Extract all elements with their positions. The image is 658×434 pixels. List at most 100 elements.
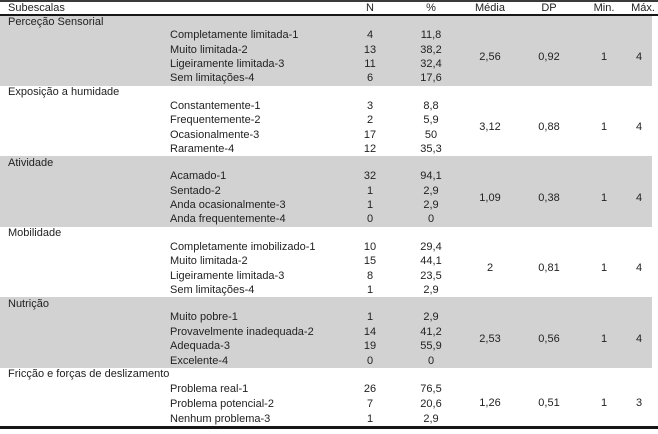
section-dp-value: 0,51	[538, 397, 560, 410]
header-min: Min.	[593, 2, 615, 14]
item-n-value: 1	[340, 197, 400, 213]
item-label: Excelente-4	[0, 353, 340, 368]
item-label: Completamente limitada-1	[0, 28, 340, 43]
section-title: Nutrição	[0, 297, 658, 311]
section-title-row: Nutrição	[0, 297, 658, 311]
section-min-value: 1	[600, 262, 608, 275]
item-n-value: 0	[340, 212, 400, 227]
item-n-value: 1	[366, 284, 374, 297]
section-title-row: Fricção e forças de deslizamento	[0, 368, 658, 381]
item-n-value: 4	[340, 28, 400, 43]
table-row: Constantemente-1 3 8,8 3,12 0,88 1 4	[0, 99, 658, 134]
section-media-value: 2,56	[462, 28, 518, 86]
table-row: Ocasionalmente-3 17 50	[0, 127, 658, 141]
item-pct-value: 29,4	[420, 240, 442, 253]
header-pct: %	[426, 2, 436, 14]
table-row: Anda ocasionalmente-3 1 2,9	[0, 197, 658, 213]
item-label: Ligeiramente limitada-3	[170, 269, 285, 282]
section-dp-value: 0,81	[538, 262, 560, 275]
item-label: Raramente-4	[170, 142, 235, 155]
item-pct-value: 55,9	[400, 339, 462, 354]
section-media-value: 2,53	[462, 310, 518, 368]
item-pct-value: 11,8	[400, 28, 462, 43]
item-n-value: 13	[340, 42, 400, 57]
item-n-value: 17	[363, 128, 377, 141]
item-n-value: 12	[363, 142, 377, 155]
header-media: Média	[475, 2, 505, 14]
item-pct-value: 0	[400, 212, 462, 227]
table-row: Ligeiramente limitada-3 11 32,4	[0, 56, 658, 72]
section-dp-value: 0,38	[518, 169, 580, 227]
item-n-value: 3	[366, 99, 374, 112]
item-label: Completamente imobilizado-1	[170, 240, 316, 253]
item-n-value: 1	[340, 183, 400, 198]
table-header: Subescalas N % Média DP Min. Máx.	[0, 1, 658, 15]
section-min-value: 1	[600, 397, 608, 410]
section-min-value: 1	[580, 310, 628, 368]
section-max-value: 3	[635, 397, 643, 410]
table-row: Provavelmente inadequada-2 14 41,2	[0, 324, 658, 340]
item-label: Anda ocasionalmente-3	[0, 197, 340, 213]
section-title-row: Perceção Sensorial	[0, 15, 658, 28]
item-label: Problema potencial-2	[170, 398, 274, 411]
table-row: Sentado-2 1 2,9	[0, 183, 658, 198]
item-pct-value: 2,9	[423, 413, 439, 426]
item-n-value: 7	[366, 398, 374, 411]
section-media-value: 3,12	[479, 121, 501, 134]
header-row: Subescalas N % Média DP Min. Máx.	[0, 1, 658, 15]
section-dp-value: 0,92	[518, 28, 580, 86]
item-label: Muito limitada-2	[0, 42, 340, 57]
item-label: Ligeiramente limitada-3	[0, 56, 340, 72]
section-max-value: 4	[628, 169, 658, 227]
section-media-value: 1,26	[479, 397, 501, 410]
section-title: Atividade	[0, 156, 658, 170]
table-row: Muito limitada-2 13 38,2	[0, 42, 658, 57]
item-n-value: 10	[363, 240, 377, 253]
item-n-value: 19	[340, 339, 400, 354]
item-label: Sentado-2	[0, 183, 340, 198]
table-row: Adequada-3 19 55,9	[0, 339, 658, 354]
table-row: Sem limitações-4 1 2,9	[0, 283, 658, 297]
table-row: Raramente-4 12 35,3	[0, 142, 658, 156]
section-title: Perceção Sensorial	[0, 15, 658, 28]
section-media-value: 2	[486, 262, 494, 275]
item-label: Adequada-3	[0, 339, 340, 354]
item-label: Acamado-1	[0, 169, 340, 184]
header-subescalas: Subescalas	[8, 2, 65, 14]
item-n-value: 15	[363, 255, 377, 268]
table-row: Excelente-4 0 0	[0, 353, 658, 368]
item-label: Muito pobre-1	[0, 310, 340, 325]
table-row: Nenhum problema-3 1 2,9	[0, 412, 658, 428]
item-n-value: 1	[340, 310, 400, 325]
header-dp: DP	[541, 2, 557, 14]
section-max-value: 4	[628, 28, 658, 86]
section-title: Fricção e forças de deslizamento	[8, 368, 170, 381]
section-dp-value: 0,88	[538, 121, 560, 134]
section-media-value: 1,09	[462, 169, 518, 227]
table-row: Sem limitações-4 6 17,6	[0, 71, 658, 86]
item-pct-value: 17,6	[400, 71, 462, 86]
item-n-value: 6	[340, 71, 400, 86]
item-label: Ocasionalmente-3	[170, 128, 260, 141]
header-max: Máx.	[631, 2, 655, 14]
item-pct-value: 44,1	[420, 255, 442, 268]
item-n-value: 32	[340, 169, 400, 184]
section-max-value: 4	[635, 121, 643, 134]
item-pct-value: 5,9	[423, 114, 439, 127]
section-max-value: 4	[628, 310, 658, 368]
item-n-value: 2	[366, 114, 374, 127]
item-pct-value: 2,9	[423, 284, 439, 297]
section-dp-value: 0,56	[518, 310, 580, 368]
item-label: Provavelmente inadequada-2	[0, 324, 340, 340]
item-pct-value: 8,8	[423, 99, 439, 112]
item-label: Sem limitações-4	[170, 284, 255, 297]
item-label: Muito limitada-2	[170, 255, 248, 268]
item-label: Anda frequentemente-4	[0, 212, 340, 227]
table-row: Problema potencial-2 7 20,6	[0, 396, 658, 412]
item-pct-value: 76,5	[420, 382, 442, 395]
item-pct-value: 41,2	[400, 324, 462, 340]
item-pct-value: 2,9	[400, 310, 462, 325]
section-title-row: Mobilidade	[0, 227, 658, 240]
section-title-row: Exposição a humidade	[0, 86, 658, 99]
